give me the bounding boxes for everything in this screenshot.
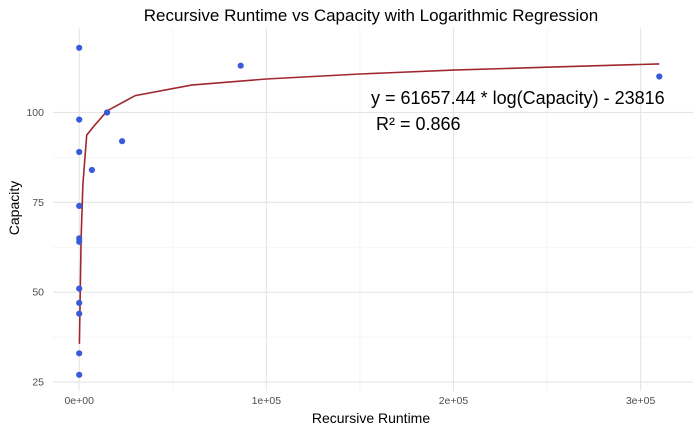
- data-point: [88, 166, 95, 174]
- data-point: [76, 285, 83, 292]
- data-point: [76, 350, 83, 357]
- chart-title: Recursive Runtime vs Capacity with Logar…: [144, 6, 598, 25]
- data-point: [76, 238, 83, 245]
- x-tick-label: 3e+05: [626, 395, 656, 407]
- data-point: [76, 116, 83, 123]
- y-tick-labels: 25 50 75 100: [26, 107, 44, 389]
- data-point: [656, 73, 663, 80]
- y-tick-label: 100: [26, 107, 44, 119]
- grid: [53, 28, 693, 391]
- r-squared-label: R² = 0.866: [376, 114, 461, 134]
- y-axis-title: Capacity: [6, 181, 22, 235]
- y-tick-label: 75: [32, 197, 44, 209]
- x-tick-labels: 0e+00 1e+05 2e+05 3e+05: [64, 395, 655, 407]
- x-tick-label: 1e+05: [252, 395, 282, 407]
- data-point: [76, 202, 83, 209]
- data-point: [237, 62, 244, 69]
- data-point: [76, 310, 83, 317]
- y-tick-label: 50: [32, 287, 44, 299]
- points-layer: [76, 44, 663, 378]
- regression-line: [78, 63, 660, 344]
- x-tick-label: 2e+05: [439, 395, 469, 407]
- x-axis-title: Recursive Runtime: [312, 410, 430, 426]
- regression-equation: y = 61657.44 * log(Capacity) - 23816: [371, 88, 665, 108]
- x-tick-label: 0e+00: [64, 395, 94, 407]
- data-point: [119, 138, 126, 145]
- data-point: [76, 44, 83, 51]
- data-point: [76, 371, 83, 378]
- y-tick-label: 25: [32, 377, 44, 389]
- regression-layer: [78, 63, 660, 344]
- data-point: [76, 299, 83, 306]
- data-point: [76, 148, 83, 156]
- data-point: [104, 109, 111, 116]
